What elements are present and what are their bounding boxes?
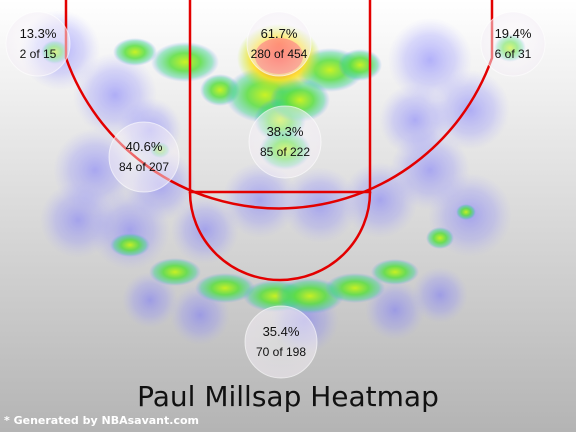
zone-above-break-three: 35.4% 70 of 198 xyxy=(244,305,318,379)
zone-percentage: 61.7% xyxy=(261,26,298,41)
zone-bubble xyxy=(108,121,180,193)
zone-made-attempts: 84 of 207 xyxy=(119,160,169,174)
zone-bubble xyxy=(5,11,71,77)
zone-labels: 13.3% 2 of 15 61.7% 280 of 454 19.4% 6 of 31 4… xyxy=(5,11,546,379)
court-lines xyxy=(64,0,494,282)
zone-percentage: 13.3% xyxy=(20,26,57,41)
zone-made-attempts: 2 of 15 xyxy=(20,47,57,61)
zone-made-attempts: 85 of 222 xyxy=(260,145,310,159)
heat-layer xyxy=(20,10,526,354)
zone-paint-non-ra: 38.3% 85 of 222 xyxy=(248,105,322,179)
zone-bubble xyxy=(244,305,318,379)
zone-bubble xyxy=(246,11,312,77)
zone-bubble xyxy=(248,105,322,179)
zone-made-attempts: 6 of 31 xyxy=(495,47,532,61)
zone-made-attempts: 70 of 198 xyxy=(256,345,306,359)
free-throw-arc xyxy=(188,191,372,282)
zone-left-mid-range: 40.6% 84 of 207 xyxy=(108,121,180,193)
zone-percentage: 40.6% xyxy=(126,139,163,154)
zone-percentage: 35.4% xyxy=(263,324,300,339)
zone-percentage: 19.4% xyxy=(495,26,532,41)
zone-bubble xyxy=(480,11,546,77)
chart-title: Paul Millsap Heatmap xyxy=(137,380,439,413)
zone-made-attempts: 280 of 454 xyxy=(251,47,308,61)
zone-percentage: 38.3% xyxy=(267,124,304,139)
three-point-line xyxy=(64,0,494,210)
zone-restricted-area: 61.7% 280 of 454 xyxy=(246,11,312,77)
zone-left-corner-three: 13.3% 2 of 15 xyxy=(5,11,71,77)
credit-note: * Generated by NBAsavant.com xyxy=(4,414,199,427)
zone-right-corner-three: 19.4% 6 of 31 xyxy=(480,11,546,77)
paint-box xyxy=(188,0,372,194)
